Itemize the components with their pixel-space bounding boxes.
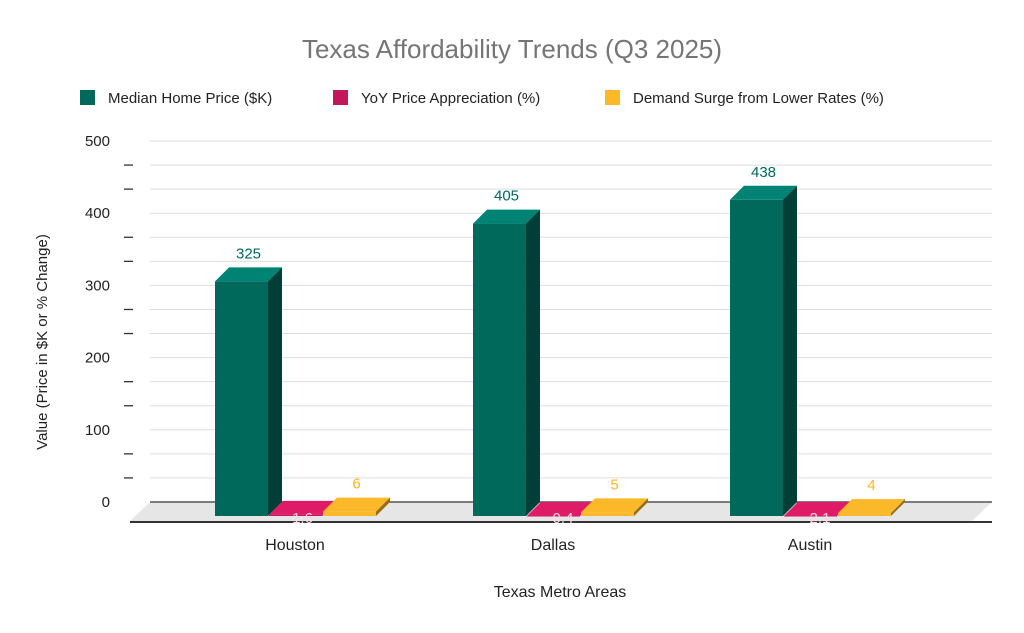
y-tick-label: 500: [85, 133, 110, 150]
legend-swatch: [605, 90, 620, 105]
bar-front: [527, 516, 580, 517]
x-axis-title: Texas Metro Areas: [494, 584, 627, 601]
data-label: -0.4: [548, 510, 574, 527]
bar-side: [376, 497, 390, 516]
data-label: 5: [610, 476, 618, 493]
y-tick-label: 0: [102, 494, 110, 511]
data-label: 4: [867, 477, 875, 494]
bar-side: [526, 209, 540, 516]
bar-side: [891, 499, 905, 516]
bar-side: [268, 267, 282, 516]
bar[interactable]: [838, 499, 905, 516]
bar-front: [323, 511, 376, 516]
bar[interactable]: [730, 185, 797, 516]
legend-label: Demand Surge from Lower Rates (%): [633, 90, 884, 107]
data-label: 405: [494, 188, 519, 205]
bar-top: [527, 502, 594, 516]
legend-label: Median Home Price ($K): [108, 90, 272, 107]
bar-front: [215, 281, 268, 516]
bar-side: [783, 185, 797, 516]
bar-front: [473, 223, 526, 516]
y-tick-label: 200: [85, 350, 110, 367]
bar-front: [581, 512, 634, 516]
bar-top: [215, 267, 282, 282]
bar-top: [784, 502, 851, 516]
bar-side: [634, 498, 648, 516]
bar[interactable]: [784, 502, 851, 517]
bar[interactable]: [473, 209, 540, 516]
y-tick-label: 300: [85, 277, 110, 294]
bar-front: [730, 199, 783, 516]
bar[interactable]: [527, 502, 594, 517]
x-tick-label: Austin: [788, 537, 832, 554]
data-label: -2.1: [805, 510, 831, 527]
bar-top: [730, 185, 797, 200]
legend-swatch: [80, 90, 95, 105]
y-tick-label: 400: [85, 205, 110, 222]
bar[interactable]: [323, 497, 390, 516]
x-tick-label: Dallas: [531, 537, 575, 554]
legend-label: YoY Price Appreciation (%): [361, 90, 540, 107]
data-label: 438: [751, 164, 776, 181]
data-label: 1.6: [292, 510, 313, 527]
bar-top: [473, 209, 540, 224]
bar-top: [581, 498, 648, 513]
x-tick-label: Houston: [265, 537, 325, 554]
bar-top: [323, 497, 390, 512]
data-label: 6: [352, 476, 360, 493]
data-label: 325: [236, 245, 261, 262]
y-tick-label: 100: [85, 422, 110, 439]
bar-top: [269, 500, 336, 515]
bar-front: [784, 516, 837, 517]
bar-top: [838, 499, 905, 514]
y-axis-title: Value (Price in $K or % Change): [34, 234, 51, 450]
bar[interactable]: [215, 267, 282, 516]
bar-front: [269, 514, 322, 516]
bar-front: [838, 513, 891, 516]
chart-title: Texas Affordability Trends (Q3 2025): [302, 34, 722, 64]
legend-swatch: [333, 90, 348, 105]
bar[interactable]: [581, 498, 648, 516]
legend: Median Home Price ($K) YoY Price Apprecia…: [80, 90, 884, 107]
